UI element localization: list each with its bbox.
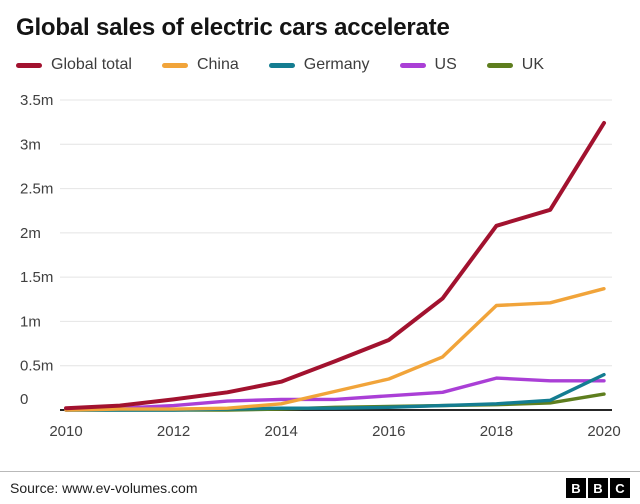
x-tick-label: 2018 (480, 423, 513, 440)
y-tick-label: 2m (20, 225, 41, 242)
x-tick-label: 2012 (157, 423, 190, 440)
legend-swatch-uk (486, 62, 513, 68)
legend-label-global-total: Global total (51, 56, 132, 73)
legend-label-china: China (196, 56, 239, 73)
chart-header: Global sales of electric cars accelerate (0, 0, 640, 43)
y-tick-label: 1m (20, 313, 41, 330)
legend-label-germany: Germany (303, 56, 370, 73)
bbc-logo-block-3: C (610, 478, 630, 498)
y-tick-label: 2.5m (20, 181, 53, 198)
x-tick-label: 2020 (587, 423, 620, 440)
chart-title: Global sales of electric cars accelerate (16, 14, 450, 41)
legend-swatch-global-total (16, 62, 42, 68)
legend-swatch-us (399, 62, 426, 68)
series-line-china (64, 286, 606, 412)
legend-item-uk: UK (486, 56, 545, 74)
legend-item-germany: Germany (268, 56, 370, 74)
legend-item-global-total: Global total (16, 56, 132, 74)
series-line-global-total (64, 121, 606, 411)
y-tick-label: 3.5m (20, 92, 53, 109)
legend-swatch-china (161, 62, 188, 68)
legend-label-us: US (434, 56, 457, 73)
y-tick-label: 0.5m (20, 358, 53, 375)
y-tick-label: 1.5m (20, 269, 53, 286)
x-tick-label: 2014 (265, 423, 298, 440)
source-text: Source: www.ev-volumes.com (10, 480, 198, 496)
legend-item-us: US (399, 56, 457, 74)
legend-swatch-germany (268, 62, 295, 68)
bbc-logo-block-2: B (588, 478, 608, 498)
legend-item-china: China (161, 56, 239, 74)
y-tick-label: 0 (20, 391, 28, 408)
series-line-us (64, 376, 606, 412)
ev-sales-line-chart: 0 0.5m 1m 1.5m 2m 2.5m 3m 3.5m 2010 2012 2014 2016 2… (20, 92, 621, 440)
legend-label-uk: UK (521, 56, 545, 73)
legend: Global total China Germany US UK (0, 43, 640, 76)
x-tick-label: 2016 (372, 423, 405, 440)
y-tick-label: 3m (20, 136, 41, 153)
x-tick-label: 2010 (49, 423, 82, 440)
bbc-logo-block-1: B (566, 478, 586, 498)
